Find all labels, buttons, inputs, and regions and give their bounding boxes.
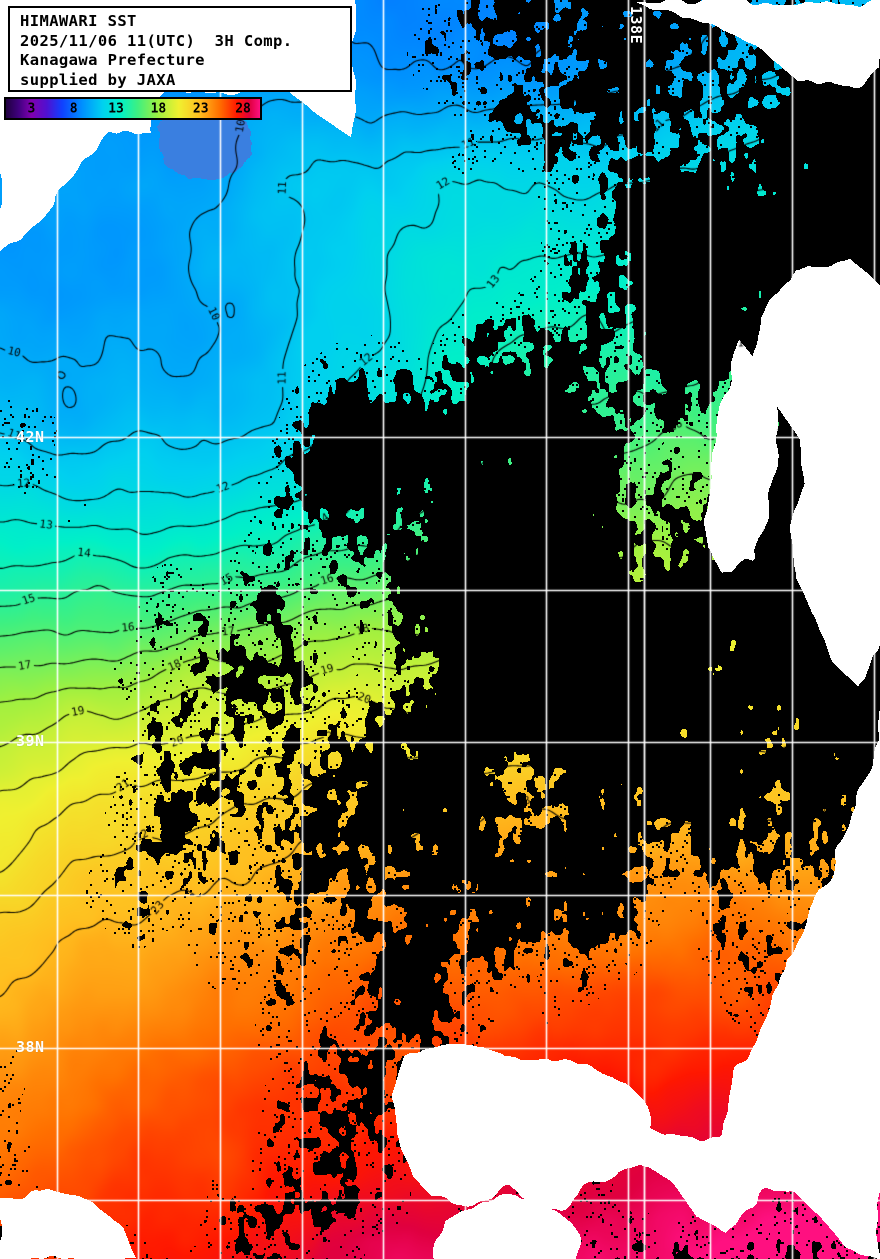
- colorbar-tick-3: 3: [27, 101, 36, 116]
- title-line-source: supplied by JAXA: [20, 70, 176, 89]
- title-line-datetime: 2025/11/06 11(UTC) 3H Comp.: [20, 31, 293, 50]
- colorbar-tick-23: 23: [192, 101, 209, 116]
- colorbar-tick-labels: 3 8 13 18 23 28: [6, 99, 260, 118]
- title-line-product: HIMAWARI SST: [20, 12, 137, 30]
- colorbar-tick-18: 18: [150, 101, 167, 116]
- colorbar-tick-8: 8: [69, 101, 78, 116]
- title-legend-box: HIMAWARI SST 2025/11/06 11(UTC) 3H Comp.…: [8, 6, 352, 92]
- colorbar-tick-28: 28: [235, 101, 251, 116]
- colorbar-tick-13: 13: [108, 101, 124, 116]
- sst-colorbar: 3 8 13 18 23 28: [4, 97, 262, 120]
- title-line-region: Kanagawa Prefecture: [20, 51, 205, 69]
